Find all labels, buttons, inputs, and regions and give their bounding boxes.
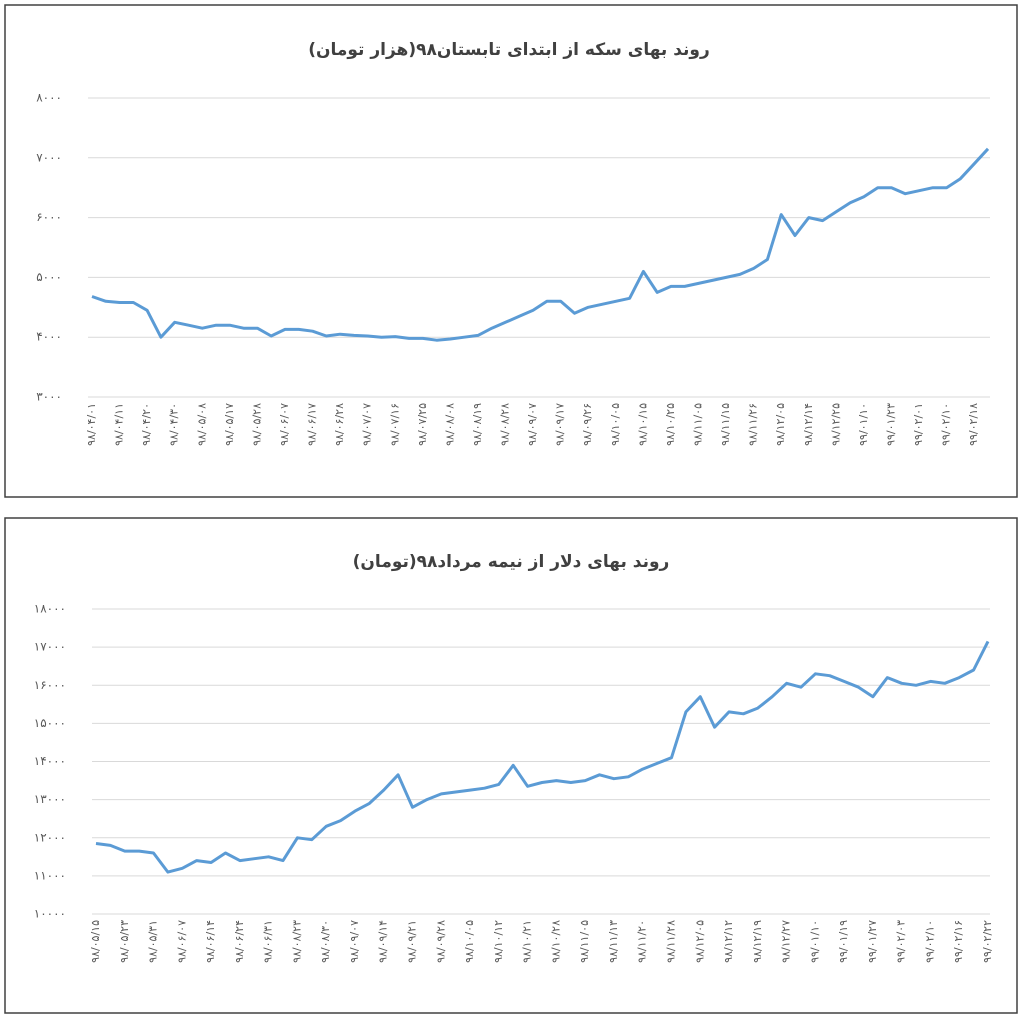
y-tick-label: ۱۱۰۰۰ <box>34 868 66 882</box>
x-tick-label: ۹۹/۰۱/۲۳ <box>885 403 898 446</box>
x-tick-label: ۹۸/۰۶/۱۴ <box>204 920 217 963</box>
x-tick-label: ۹۸/۰۶/۲۸ <box>333 403 346 446</box>
y-tick-label: ۸۰۰۰ <box>36 91 62 105</box>
x-tick-label: ۹۸/۱۰/۱۲ <box>492 920 505 963</box>
x-tick-label: ۹۸/۰۹/۱۷ <box>554 403 567 446</box>
y-tick-label: ۱۴۰۰۰ <box>34 754 66 768</box>
x-tick-label: ۹۸/۰۶/۱۷ <box>306 403 319 446</box>
x-tick-label: ۹۸/۱۲/۰۵ <box>774 403 787 446</box>
x-tick-label: ۹۹/۰۲/۲۲ <box>981 920 994 963</box>
x-tick-label: ۹۸/۰۸/۱۹ <box>471 403 484 446</box>
x-tick-label: ۹۸/۰۹/۲۶ <box>581 403 594 446</box>
x-tick-label: ۹۸/۱۲/۱۹ <box>751 920 764 963</box>
y-tick-label: ۱۰۰۰۰ <box>34 907 66 921</box>
x-tick-label: ۹۸/۱۲/۲۵ <box>829 403 842 446</box>
x-tick-label: ۹۸/۱۰/۲۱ <box>521 920 534 963</box>
x-tick-label: ۹۸/۰۴/۰۱ <box>85 403 98 446</box>
x-tick-label: ۹۸/۰۴/۳۰ <box>168 403 181 446</box>
y-tick-label: ۱۷۰۰۰ <box>34 640 66 654</box>
x-tick-label: ۹۹/۰۱/۱۹ <box>837 920 850 963</box>
x-tick-label: ۹۸/۰۴/۲۰ <box>140 403 153 446</box>
x-tick-label: ۹۸/۱۱/۰۵ <box>692 403 705 446</box>
x-tick-label: ۹۸/۰۹/۲۸ <box>434 920 447 963</box>
x-tick-label: ۹۸/۰۸/۲۸ <box>499 403 512 446</box>
chart-title: روند بهای دلار از نیمه مرداد۹۸(تومان) <box>353 552 670 572</box>
y-tick-label: ۱۳۰۰۰ <box>34 792 66 806</box>
data-line <box>91 147 990 342</box>
x-tick-label: ۹۸/۱۱/۲۶ <box>747 403 760 446</box>
x-tick-label: ۹۸/۰۹/۲۱ <box>406 920 419 963</box>
x-tick-label: ۹۹/۰۲/۰۳ <box>895 920 908 963</box>
data-line <box>95 640 990 874</box>
y-tick-label: ۱۶۰۰۰ <box>34 678 66 692</box>
x-tick-label: ۹۸/۰۷/۰۷ <box>361 403 374 446</box>
x-tick-label: ۹۸/۰۶/۰۷ <box>175 920 188 963</box>
y-tick-label: ۳۰۰۰ <box>36 390 62 404</box>
panel-border <box>4 4 1018 498</box>
x-tick-label: ۹۹/۰۱/۲۷ <box>866 920 879 963</box>
x-tick-label: ۹۹/۰۲/۱۰ <box>923 920 936 963</box>
y-tick-label: ۵۰۰۰ <box>36 270 62 284</box>
chart-title: روند بهای سکه از ابتدای تابستان۹۸(هزار ت… <box>308 40 710 60</box>
y-tick-label: ۱۲۰۰۰ <box>34 830 66 844</box>
x-tick-label: ۹۸/۰۶/۰۷ <box>278 403 291 446</box>
x-tick-label: ۹۸/۱۲/۰۵ <box>693 920 706 963</box>
x-tick-label: ۹۸/۰۶/۳۱ <box>262 920 275 963</box>
x-tick-label: ۹۸/۱۱/۲۰ <box>636 920 649 963</box>
x-tick-label: ۹۹/۰۲/۱۶ <box>952 920 965 963</box>
x-tick-label: ۹۸/۱۰/۰۵ <box>463 920 476 963</box>
y-tick-label: ۶۰۰۰ <box>36 210 62 224</box>
x-tick-label: ۹۸/۰۷/۱۶ <box>388 403 401 446</box>
x-tick-label: ۹۸/۰۵/۲۸ <box>250 403 263 446</box>
x-tick-label: ۹۸/۱۱/۰۵ <box>578 920 591 963</box>
x-tick-label: ۹۸/۰۵/۰۸ <box>195 403 208 446</box>
x-tick-label: ۹۸/۱۲/۱۲ <box>722 920 735 963</box>
x-tick-label: ۹۸/۰۹/۰۷ <box>526 403 539 446</box>
x-tick-label: ۹۸/۰۸/۳۰ <box>319 920 332 963</box>
x-tick-label: ۹۸/۱۰/۲۵ <box>664 403 677 446</box>
y-tick-label: ۷۰۰۰ <box>36 150 62 164</box>
x-tick-label: ۹۹/۰۲/۰۱ <box>912 403 925 446</box>
x-tick-label: ۹۹/۰۲/۱۸ <box>967 403 980 446</box>
x-tick-label: ۹۸/۰۴/۱۱ <box>113 403 126 446</box>
x-tick-label: ۹۸/۱۲/۱۴ <box>802 403 815 446</box>
x-tick-label: ۹۹/۰۱/۱۰ <box>857 403 870 446</box>
x-tick-label: ۹۸/۰۷/۲۵ <box>416 403 429 446</box>
x-tick-label: ۹۸/۱۱/۱۳ <box>607 920 620 963</box>
x-tick-label: ۹۹/۰۲/۱۰ <box>940 403 953 446</box>
x-tick-label: ۹۸/۱۱/۲۸ <box>664 920 677 963</box>
y-tick-label: ۱۸۰۰۰ <box>34 602 66 616</box>
x-tick-label: ۹۸/۰۶/۲۴ <box>233 920 246 963</box>
x-tick-label: ۹۸/۱۲/۲۷ <box>780 920 793 963</box>
x-tick-label: ۹۹/۰۱/۱۰ <box>808 920 821 963</box>
y-tick-label: ۱۵۰۰۰ <box>34 716 66 730</box>
x-tick-label: ۹۸/۱۰/۱۵ <box>636 403 649 446</box>
x-tick-label: ۹۸/۰۸/۲۳ <box>290 920 303 963</box>
x-tick-label: ۹۸/۰۵/۳۱ <box>147 920 160 963</box>
y-tick-label: ۴۰۰۰ <box>36 330 62 344</box>
x-tick-label: ۹۸/۰۵/۱۵ <box>89 920 102 963</box>
x-tick-label: ۹۸/۱۰/۰۵ <box>609 403 622 446</box>
x-tick-label: ۹۸/۱۰/۲۸ <box>549 920 562 963</box>
x-tick-label: ۹۸/۰۸/۰۸ <box>443 403 456 446</box>
x-tick-label: ۹۸/۰۹/۰۷ <box>348 920 361 963</box>
x-tick-label: ۹۸/۰۵/۱۷ <box>223 403 236 446</box>
panel-border <box>4 517 1018 1014</box>
x-tick-label: ۹۸/۱۱/۱۵ <box>719 403 732 446</box>
x-tick-label: ۹۸/۰۹/۱۴ <box>377 920 390 963</box>
x-tick-label: ۹۸/۰۵/۲۳ <box>118 920 131 963</box>
